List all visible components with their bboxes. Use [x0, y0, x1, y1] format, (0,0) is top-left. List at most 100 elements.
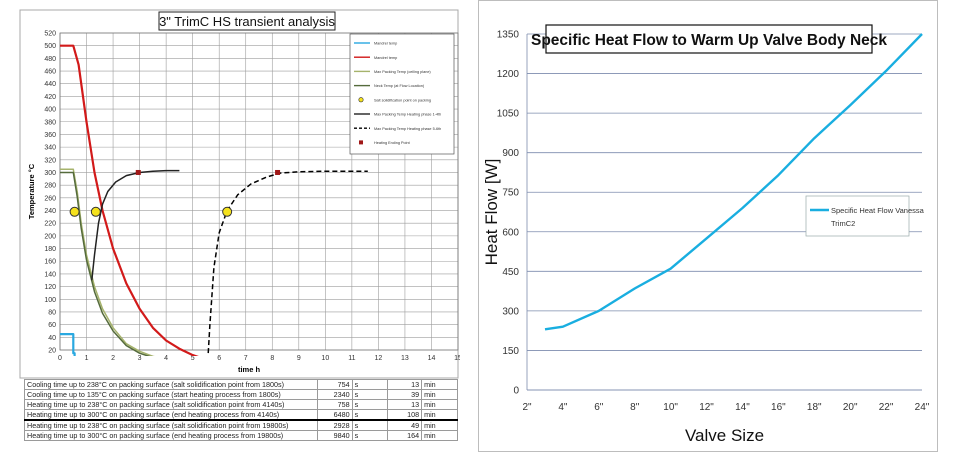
seconds-value: 758: [317, 399, 353, 410]
seconds-value: 2340: [317, 389, 353, 400]
seconds-value: 754: [317, 379, 353, 390]
y-tick-label: 360: [44, 132, 56, 139]
y-tick-label: 280: [44, 183, 56, 190]
seconds-value: 9840: [317, 430, 353, 441]
y-tick-label: 240: [44, 208, 56, 215]
x-tick-label: 15: [454, 355, 460, 362]
minutes-unit: min: [421, 409, 458, 421]
x-tick-label: 24": [915, 402, 930, 413]
y-tick-label: 200: [44, 233, 56, 240]
y-tick-label: 480: [44, 56, 56, 63]
y-tick-label: 750: [502, 188, 519, 199]
y-tick-label: 1350: [497, 30, 520, 41]
y-tick-label: 400: [44, 107, 56, 114]
results-table: Cooling time up to 238°C on packing surf…: [23, 379, 458, 441]
x-tick-label: 18": [807, 402, 822, 413]
legend-label: Mandrel temp: [374, 56, 397, 60]
x-tick-label: 0: [58, 355, 62, 362]
y-axis-title: Temperature °C: [27, 163, 36, 219]
table-row: Heating time up to 300°C on packing surf…: [23, 409, 458, 421]
title-box: [158, 11, 336, 31]
salt-solidification-marker: [90, 206, 101, 217]
legend-swatch: [358, 97, 364, 103]
x-tick-label: 4: [164, 355, 168, 362]
row-label: Heating time up to 300°C on packing surf…: [23, 409, 319, 421]
minutes-value: 164: [387, 430, 423, 441]
x-axis-title: time h: [238, 365, 261, 374]
y-tick-label: 160: [44, 259, 56, 266]
y-tick-label: 300: [502, 306, 519, 317]
y-tick-label: 520: [44, 31, 56, 38]
y-tick-label: 120: [44, 284, 56, 291]
chart-title: 3" TrimC HS transient analysis: [159, 14, 335, 29]
x-tick-label: 8: [270, 355, 274, 362]
minutes-value: 13: [387, 379, 423, 390]
seconds-unit: s: [351, 409, 389, 421]
legend-label: Mandrel temp: [374, 42, 397, 46]
y-tick-label: 0: [513, 386, 519, 397]
y-tick-label: 220: [44, 221, 56, 228]
x-tick-label: 13: [401, 355, 409, 362]
y-tick-label: 80: [48, 309, 56, 316]
legend-label: Neck Temp (at Flow Location): [374, 84, 425, 88]
x-tick-label: 22": [879, 402, 894, 413]
x-tick-label: 12: [375, 355, 383, 362]
series-line-4: [91, 169, 180, 281]
table-row: Heating time up to 238°C on packing surf…: [23, 419, 458, 431]
series-line-1: [60, 44, 199, 356]
title-box: [545, 24, 873, 54]
y-tick-label: 340: [44, 145, 56, 152]
y-tick-label: 440: [44, 81, 56, 88]
y-tick-label: 450: [502, 267, 519, 278]
legend-label-line: TrimC2: [831, 219, 855, 228]
minutes-unit: min: [421, 399, 458, 410]
table-row: Heating time up to 300°C on packing surf…: [23, 430, 458, 441]
seconds-value: 6480: [317, 409, 353, 421]
minutes-unit: min: [421, 379, 458, 390]
series-line-5: [207, 170, 368, 356]
x-tick-label: 16": [771, 402, 786, 413]
x-tick-label: 3: [138, 355, 142, 362]
y-tick-label: 500: [44, 43, 56, 50]
seconds-unit: s: [351, 430, 389, 441]
seconds-unit: s: [351, 379, 389, 390]
y-tick-label: 40: [48, 335, 56, 342]
x-axis-title: Valve Size: [685, 426, 764, 445]
transient-analysis-chart: 20 40 60 80 100 120 140 160 180 200 220 240 260 280 30…: [18, 0, 462, 465]
y-axis-title: Heat Flow [W]: [482, 159, 501, 266]
minutes-value: 49: [387, 419, 423, 431]
salt-solidification-marker: [222, 206, 233, 217]
minutes-value: 108: [387, 409, 423, 421]
x-tick-label: 20": [843, 402, 858, 413]
plot-area: [59, 32, 459, 351]
heat-flow-chart: 0 150 300 450 600 750 900 1050 1200 1350 2" 4" 6" 8" 1…: [478, 0, 938, 452]
salt-solidification-marker: [69, 206, 80, 217]
row-label: Heating time up to 300°C on packing surf…: [23, 430, 319, 441]
y-tick-label: 600: [502, 227, 519, 238]
x-tick-label: 1: [85, 355, 89, 362]
y-tick-label: 460: [44, 69, 56, 76]
x-tick-label: 8": [630, 402, 640, 413]
legend-label: Max Packing Temp Heating phase 1-4th: [374, 113, 441, 117]
x-tick-label: 2: [111, 355, 115, 362]
x-tick-label: 6: [217, 355, 221, 362]
heating-ending-marker: [135, 169, 141, 175]
y-tick-label: 1050: [497, 109, 520, 120]
row-label: Cooling time up to 135°C on packing surf…: [23, 389, 319, 400]
y-tick-label: 60: [48, 322, 56, 329]
minutes-unit: min: [421, 419, 458, 431]
y-tick-label: 150: [502, 346, 519, 357]
y-tick-label: 260: [44, 195, 56, 202]
legend-label: Max Packing Temp (ceiling plane): [374, 70, 431, 74]
minutes-unit: min: [421, 389, 458, 400]
minutes-value: 39: [387, 389, 423, 400]
y-tick-label: 900: [502, 148, 519, 159]
row-label: Heating time up to 238°C on packing surf…: [23, 419, 319, 431]
table-row: Cooling time up to 135°C on packing surf…: [23, 389, 458, 400]
y-tick-label: 380: [44, 119, 56, 126]
y-tick-label: 20: [48, 348, 56, 355]
legend-swatch: [359, 140, 363, 145]
legend-label-line: Specific Heat Flow Vanessa: [831, 206, 925, 215]
legend-box: [805, 195, 910, 237]
legend-label: Max Packing Temp Heating phase 5-6th: [374, 127, 441, 131]
